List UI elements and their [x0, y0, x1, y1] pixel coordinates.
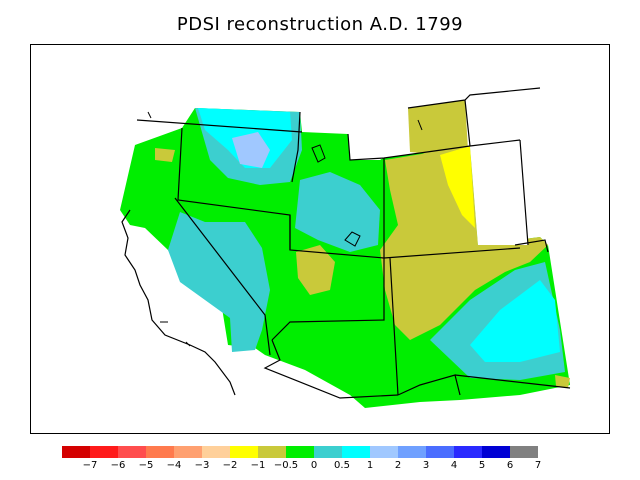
legend-swatch	[314, 446, 342, 458]
water-marks	[147, 111, 423, 347]
legend-swatch	[202, 446, 230, 458]
legend-labels: −7 −6 −5 −4 −3 −2 −1 −0.5 0 0.5 1 2 3 4 5 6 7	[62, 460, 582, 474]
pdsi-map	[120, 87, 571, 408]
canada-border	[136, 119, 303, 133]
region-yellow-ne	[440, 146, 475, 228]
wyoming-boundary	[347, 133, 521, 161]
legend-swatch	[454, 446, 482, 458]
legend-swatch	[62, 446, 90, 458]
legend-tick-label: −7	[82, 460, 98, 471]
boundaries	[121, 87, 571, 399]
legend-tick-label: 0	[310, 460, 318, 471]
coastline	[121, 209, 236, 396]
region-olive-sw	[555, 375, 570, 388]
legend-tick-label: −3	[194, 460, 210, 471]
legend-tick-label: −2	[222, 460, 238, 471]
legend-tick-label: −4	[166, 460, 182, 471]
legend-swatch	[90, 446, 118, 458]
nevada-boundary	[174, 197, 271, 356]
region-nodata-ne	[470, 140, 528, 245]
great-salt-lake	[344, 231, 361, 247]
legend-tick-label: −0.5	[273, 460, 299, 471]
legend-tick-label: 7	[534, 460, 542, 471]
map-title: PDSI reconstruction A.D. 1799	[176, 14, 464, 35]
legend-tick-label: −6	[110, 460, 126, 471]
legend-tick-label: 5	[478, 460, 486, 471]
legend-swatch	[398, 446, 426, 458]
legend-swatch	[370, 446, 398, 458]
legend-tick-label: −1	[250, 460, 266, 471]
region-teal-west	[168, 212, 270, 352]
oklahoma-boundary	[514, 239, 549, 253]
lake-mark-1	[417, 119, 423, 131]
region-cyan-se	[470, 280, 560, 362]
montana-west	[291, 111, 301, 183]
utah-boundary	[271, 215, 385, 341]
legend-tick-label: 3	[422, 460, 430, 471]
texas-line	[454, 374, 571, 389]
legend-tick-label: 1	[366, 460, 374, 471]
region-olive-center	[296, 245, 335, 295]
legend-tick-label: −5	[138, 460, 154, 471]
yellowstone-lake	[311, 144, 326, 163]
pdsi-fill	[120, 100, 570, 408]
island-2	[185, 341, 191, 347]
newmexico-boundary	[397, 374, 461, 396]
legend-tick-label: 4	[450, 460, 458, 471]
map-frame	[30, 44, 610, 434]
legend-tick-label: 2	[394, 460, 402, 471]
legend-swatch	[118, 446, 146, 458]
region-olive-ne	[408, 100, 468, 155]
legend-swatch	[146, 446, 174, 458]
legend-swatch	[258, 446, 286, 458]
legend-tick-label: 0.5	[334, 460, 350, 471]
legend-swatch	[286, 446, 314, 458]
arizona-boundary	[263, 339, 399, 399]
legend-swatch	[230, 446, 258, 458]
region-teal-center	[295, 172, 380, 252]
legend-tick-label: 6	[506, 460, 514, 471]
canada-border-east	[407, 87, 541, 109]
dakota-boundary	[464, 99, 529, 246]
colorado-boundary	[383, 158, 521, 396]
region-lightblue-north	[232, 132, 270, 168]
region-olive-east	[380, 146, 548, 340]
legend-swatch	[482, 446, 510, 458]
lake-mark-2	[147, 111, 152, 119]
legend-swatch	[174, 446, 202, 458]
legend-colorbar	[62, 446, 538, 458]
legend-swatch	[342, 446, 370, 458]
legend-swatch	[426, 446, 454, 458]
legend-swatch	[510, 446, 538, 458]
region-olive-nw	[155, 148, 175, 162]
